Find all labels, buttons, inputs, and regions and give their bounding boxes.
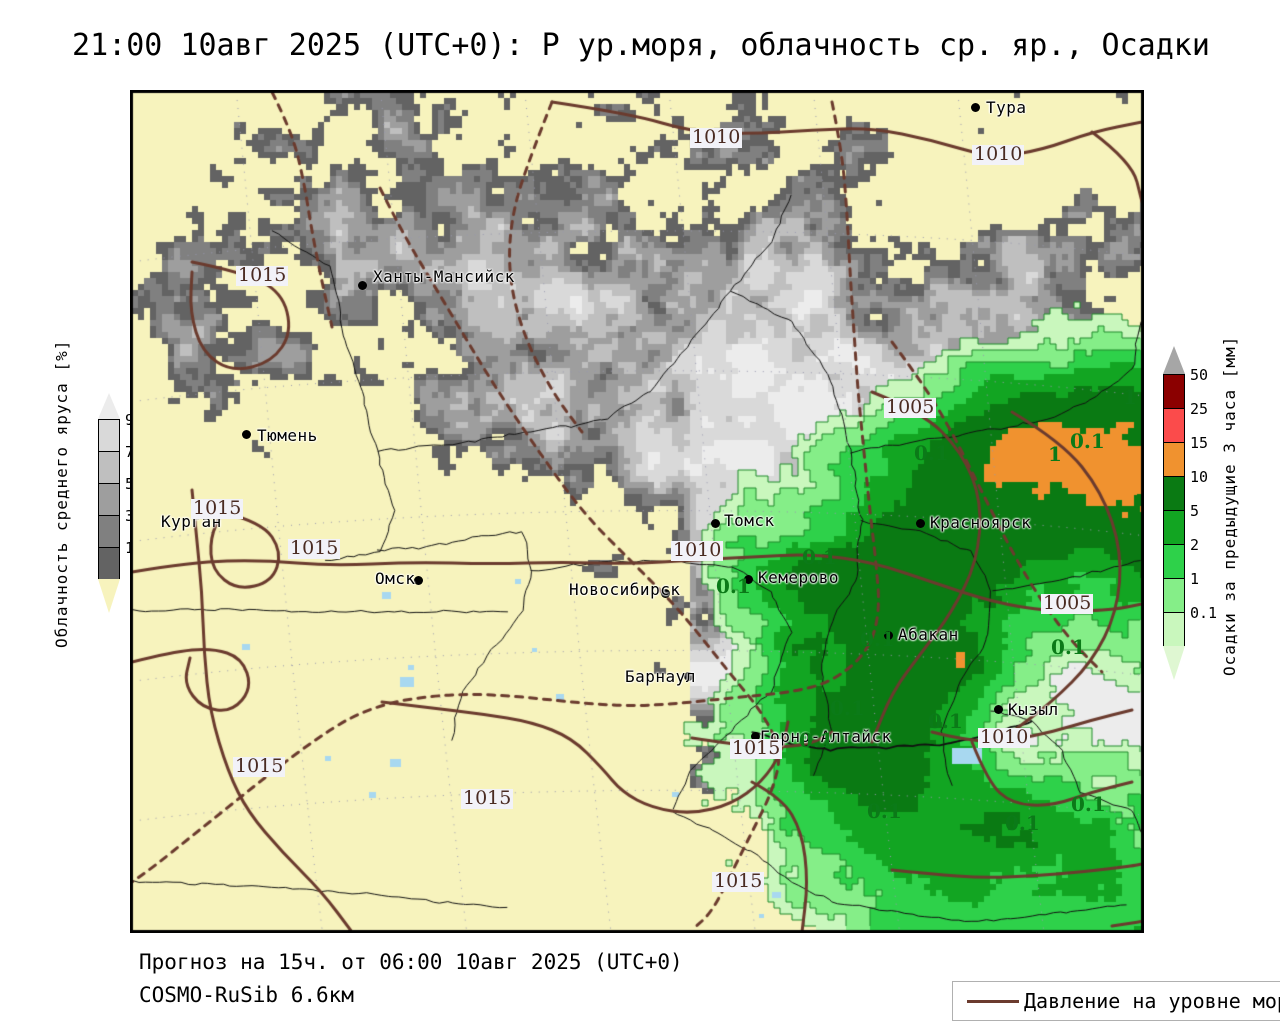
precip-colorbar-scale: [1163, 374, 1185, 647]
precip-contour-label: 0.1: [802, 545, 837, 569]
precip-contour-label: 0.1: [716, 574, 751, 598]
city-label: Кемерово: [758, 568, 840, 587]
cloud-colorbar-under-arrow: [98, 579, 120, 613]
forecast-info: Прогноз на 15ч. от 06:00 10авг 2025 (UTC…: [139, 950, 683, 974]
city-marker-dot: [684, 672, 693, 681]
precip-colorbar-tick: 1: [1190, 570, 1200, 588]
cloud-colorbar-band: [99, 484, 119, 516]
isobar-label: 1015: [233, 755, 286, 777]
precip-contour-label: 0.1: [914, 441, 949, 465]
precip-colorbar-over-arrow: [1163, 346, 1185, 374]
precip-colorbar-tick: 15: [1190, 434, 1209, 452]
precip-colorbar-under-arrow: [1163, 646, 1185, 680]
isobar-label: 1015: [461, 787, 514, 809]
precip-colorbar-title: Осадки за предыдущие 3 часа [мм]: [1220, 335, 1239, 676]
precip-colorbar-tick: 10: [1190, 468, 1209, 486]
isobar-label: 1010: [671, 539, 724, 561]
precip-contour-label: 1: [1048, 442, 1062, 466]
isobar-label: 1015: [730, 737, 783, 759]
precip-colorbar-band: [1164, 375, 1184, 409]
cloud-colorbar-band: [99, 548, 119, 580]
cloud-colorbar-over-arrow: [98, 393, 120, 419]
city-label: Барнаул: [625, 667, 696, 686]
city-marker-dot: [994, 705, 1003, 714]
precip-colorbar-band: [1164, 613, 1184, 647]
isobar-label: 1005: [1041, 592, 1094, 614]
city-marker-dot: [884, 631, 893, 640]
cloud-colorbar-band: [99, 516, 119, 548]
city-marker-dot: [711, 519, 720, 528]
city-label: Тюмень: [257, 426, 318, 445]
precip-colorbar-tick: 50: [1190, 366, 1209, 384]
precip-colorbar-band: [1164, 477, 1184, 511]
precip-contour-label: 0.1: [1005, 811, 1040, 835]
isobar-label: 1005: [884, 396, 937, 418]
city-marker-dot: [242, 430, 251, 439]
city-marker-dot: [916, 519, 925, 528]
map-raster-layer: [132, 92, 1142, 931]
city-label: Омск: [375, 569, 416, 588]
pressure-line-icon: [967, 999, 1019, 1003]
precip-contour-label: 0.1: [928, 709, 963, 733]
isobar-label: 1010: [690, 126, 743, 148]
pressure-legend: Давление на уровне моря: [952, 981, 1280, 1021]
isobar-label: 1015: [236, 264, 289, 286]
city-label: Тура: [986, 98, 1027, 117]
cloud-colorbar-band: [99, 452, 119, 484]
precip-colorbar-band: [1164, 443, 1184, 477]
precip-colorbar-band: [1164, 579, 1184, 613]
city-label: Ханты-Мансийск: [373, 267, 515, 286]
pressure-legend-label: Давление на уровне моря: [1024, 989, 1280, 1013]
precip-contour-label: 0.1: [1071, 792, 1106, 816]
city-marker-dot: [744, 575, 753, 584]
precip-colorbar-band: [1164, 511, 1184, 545]
precip-colorbar: 50 25 15 10 5 2 1 0.1 Осадки за предыдущ…: [1158, 335, 1280, 688]
precip-contour-label: 0.1: [1070, 429, 1105, 453]
isobar-label: 1010: [978, 726, 1031, 748]
isobar-label: 1010: [972, 143, 1025, 165]
cloud-colorbar-scale: [98, 419, 120, 580]
cloud-colorbar: Облачность среднего яруса [%] 90 70 50 3…: [24, 339, 143, 655]
page-title: 21:00 10авг 2025 (UTC+0): Р ур.моря, обл…: [72, 28, 1210, 63]
cloud-colorbar-band: [99, 420, 119, 452]
city-marker-dot: [661, 589, 670, 598]
precip-contour-label: 0.1: [799, 728, 834, 752]
city-label: Кызыл: [1008, 700, 1059, 719]
city-marker-dot: [358, 281, 367, 290]
city-label: Новосибирск: [569, 580, 681, 599]
precip-contour-label: 0.1: [867, 799, 902, 823]
city-label: Горно-Алтайск: [760, 727, 892, 746]
city-label: Красноярск: [930, 513, 1032, 532]
precip-colorbar-band: [1164, 409, 1184, 443]
city-marker-dot: [971, 103, 980, 112]
precip-contour-label: 0.1: [830, 696, 865, 720]
precip-colorbar-band: [1164, 545, 1184, 579]
isobar-label: 1015: [191, 497, 244, 519]
precip-contour-label: 0.1: [1051, 635, 1086, 659]
precip-contour-label: 0.1: [860, 627, 895, 651]
precip-colorbar-tick: 25: [1190, 400, 1209, 418]
isobar-label: 1015: [288, 537, 341, 559]
city-marker-dot: [414, 576, 423, 585]
isobar-label: 1015: [712, 870, 765, 892]
precip-colorbar-tick: 2: [1190, 536, 1200, 554]
city-label: Томск: [724, 511, 775, 530]
precip-contour-label: 1: [1140, 692, 1142, 716]
precip-colorbar-tick: 5: [1190, 502, 1200, 520]
precip-contour-label: 1: [1123, 385, 1137, 409]
city-marker-dot: [751, 732, 760, 741]
model-info: COSMO-RuSib 6.6км: [139, 983, 354, 1007]
city-label: Абакан: [898, 625, 959, 644]
weather-map[interactable]: Тура Ханты-Мансийск Тюмень Курган Омск Томск К…: [130, 90, 1144, 933]
cloud-colorbar-title: Облачность среднего яруса [%]: [52, 339, 71, 648]
precip-colorbar-tick: 0.1: [1190, 604, 1218, 622]
